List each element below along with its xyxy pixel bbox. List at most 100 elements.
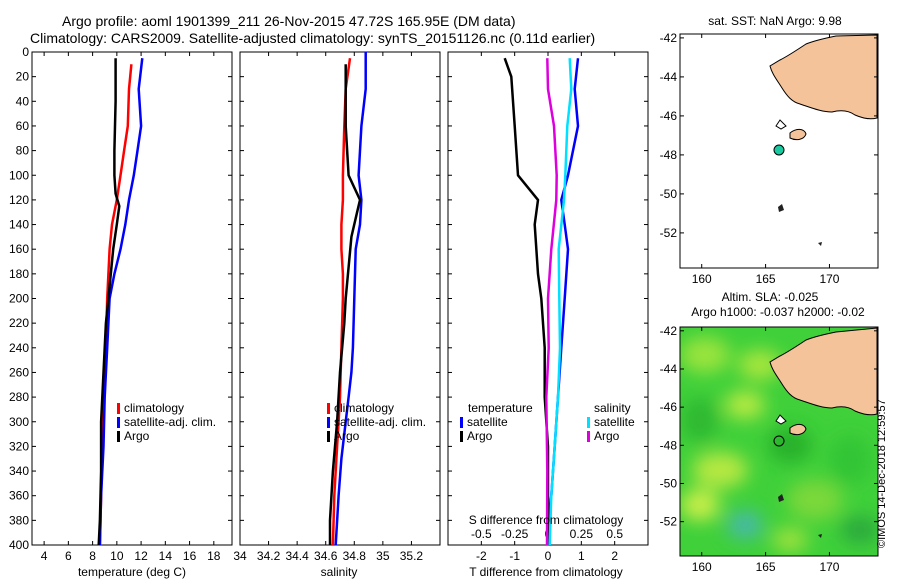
x-tick-label: 4 bbox=[41, 549, 48, 563]
series-climatology bbox=[331, 58, 352, 546]
x-tick-label: 34.4 bbox=[285, 549, 309, 563]
x-tick-label: 8 bbox=[89, 549, 96, 563]
difference-xlabel: T difference from climatology bbox=[469, 565, 623, 579]
map-x-tick-label: 165 bbox=[756, 272, 776, 286]
top-tick-label: -0.25 bbox=[501, 527, 529, 541]
x-tick-label: 35 bbox=[376, 549, 390, 563]
y-tick-label: 20 bbox=[16, 70, 30, 84]
y-tick-label: 80 bbox=[16, 144, 30, 158]
y-tick-label: 340 bbox=[9, 464, 29, 478]
legend-swatch-argo bbox=[327, 431, 330, 442]
x-tick-label: 18 bbox=[207, 549, 221, 563]
x-tick-label: 1 bbox=[578, 549, 585, 563]
map-x-tick-label: 160 bbox=[692, 272, 712, 286]
legend-swatch-s-argo bbox=[587, 431, 590, 442]
legend-swatch-t-argo bbox=[460, 431, 463, 442]
sst-map-title: sat. SST: NaN Argo: 9.98 bbox=[708, 14, 842, 28]
series-salinity-satellite bbox=[548, 58, 573, 546]
sst-map: sat. SST: NaN Argo: 9.98 160 165 170 -42 -44… bbox=[660, 14, 879, 286]
series-argo bbox=[97, 58, 121, 546]
x-tick-label: 34.8 bbox=[343, 549, 367, 563]
legend-argo: Argo bbox=[334, 429, 360, 443]
series-argo bbox=[328, 64, 362, 545]
legend-swatch-climatology bbox=[117, 403, 120, 414]
temperature-legend: climatology satellite-adj. clim. Argo bbox=[117, 401, 216, 443]
legend-climatology: climatology bbox=[124, 401, 184, 415]
y-tick-label: 160 bbox=[9, 242, 29, 256]
map-y-tick-label: -46 bbox=[660, 109, 678, 123]
imos-stamp: ©IMOS 14-Dec-2018 12:59:57 bbox=[876, 399, 888, 548]
sla-heatmap bbox=[680, 327, 878, 556]
legend-argo: Argo bbox=[124, 429, 150, 443]
map-y-tick-label: -44 bbox=[660, 70, 678, 84]
salinity-panel: 34 34.2 34.4 34.6 34.8 35 35.2 climatology sat… bbox=[233, 51, 441, 579]
x-tick-label: -2 bbox=[476, 549, 487, 563]
x-tick-label: 34 bbox=[233, 549, 247, 563]
x-tick-label: 16 bbox=[183, 549, 197, 563]
sst-argo-marker bbox=[773, 144, 785, 156]
x-tick-label: 2 bbox=[611, 549, 618, 563]
salinity-xlabel: salinity bbox=[321, 565, 358, 579]
x-tick-label: 35.2 bbox=[400, 549, 424, 563]
y-tick-label: 240 bbox=[9, 341, 29, 355]
legend-salinity-heading: salinity bbox=[594, 401, 631, 415]
legend-swatch-s-satellite bbox=[587, 417, 590, 428]
x-tick-label: -1 bbox=[509, 549, 520, 563]
legend-s-argo: Argo bbox=[594, 429, 620, 443]
map-y-tick-label: -44 bbox=[660, 362, 678, 376]
header-line1: Argo profile: aoml 1901399_211 26-Nov-20… bbox=[62, 13, 516, 29]
y-tick-label: 120 bbox=[9, 193, 29, 207]
sla-map-title-1: Altim. SLA: -0.025 bbox=[722, 290, 819, 304]
map-y-tick-label: -48 bbox=[660, 148, 678, 162]
sla-map-title-2: Argo h1000: -0.037 h2000: -0.02 bbox=[691, 305, 865, 319]
top-tick-label: 0.5 bbox=[606, 527, 623, 541]
x-tick-label: 34.6 bbox=[314, 549, 338, 563]
y-tick-label: 220 bbox=[9, 316, 29, 330]
difference-panel: -2 -1 0 1 2-0.5 -0.25 0 0.25 0.5 temperature sat… bbox=[447, 51, 649, 579]
temperature-panel: 0 20 40 60 80 100 120 140 160 180 200 220 240 260 280 3… bbox=[9, 45, 233, 579]
map-y-tick-label: -52 bbox=[660, 515, 678, 529]
y-tick-label: 380 bbox=[9, 513, 29, 527]
sla-map: Altim. SLA: -0.025 Argo h1000: -0.037 h2… bbox=[660, 290, 879, 574]
sla-argo-marker bbox=[773, 435, 785, 447]
y-tick-label: 400 bbox=[9, 538, 29, 552]
salinity-legend: climatology satellite-adj. clim. Argo bbox=[327, 401, 426, 443]
x-tick-label: 34.2 bbox=[257, 549, 281, 563]
temperature-xlabel: temperature (deg C) bbox=[78, 565, 186, 579]
y-tick-label: 100 bbox=[9, 168, 29, 182]
x-tick-label: 6 bbox=[65, 549, 72, 563]
y-tick-label: 180 bbox=[9, 267, 29, 281]
legend-swatch-satellite bbox=[117, 417, 120, 428]
series-salinity-argo bbox=[545, 58, 558, 546]
y-tick-label: 40 bbox=[16, 94, 30, 108]
sst-land bbox=[769, 34, 878, 246]
legend-swatch-climatology bbox=[327, 403, 330, 414]
map-y-tick-label: -50 bbox=[660, 187, 678, 201]
series-satellite-adj-clim- bbox=[334, 52, 367, 546]
legend-satellite: satellite-adj. clim. bbox=[124, 415, 216, 429]
legend-swatch-argo bbox=[117, 431, 120, 442]
difference-legend: temperature satellite Argo salinity sate… bbox=[460, 401, 635, 443]
legend-climatology: climatology bbox=[334, 401, 394, 415]
series-satellite-adj-clim- bbox=[98, 58, 144, 546]
map-y-tick-label: -52 bbox=[660, 226, 678, 240]
difference-top-xlabel: S difference from climatology bbox=[469, 513, 624, 527]
y-tick-label: 140 bbox=[9, 218, 29, 232]
map-x-tick-label: 165 bbox=[756, 560, 776, 574]
legend-swatch-satellite bbox=[327, 417, 330, 428]
map-y-tick-label: -46 bbox=[660, 400, 678, 414]
x-tick-label: 0 bbox=[545, 549, 552, 563]
x-tick-label: 14 bbox=[159, 549, 173, 563]
map-x-tick-label: 170 bbox=[819, 272, 839, 286]
y-tick-label: 300 bbox=[9, 415, 29, 429]
y-tick-label: 260 bbox=[9, 365, 29, 379]
legend-temperature-heading: temperature bbox=[468, 401, 533, 415]
map-y-tick-label: -48 bbox=[660, 438, 678, 452]
x-tick-label: 12 bbox=[134, 549, 148, 563]
y-tick-label: 200 bbox=[9, 292, 29, 306]
legend-t-satellite: satellite bbox=[467, 415, 508, 429]
y-tick-label: 360 bbox=[9, 489, 29, 503]
y-tick-label: 280 bbox=[9, 390, 29, 404]
x-tick-label: 10 bbox=[110, 549, 124, 563]
